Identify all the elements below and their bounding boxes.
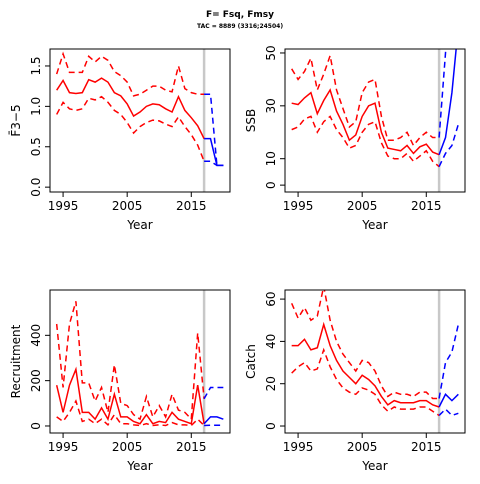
y-axis-label: Catch	[244, 344, 258, 379]
y-tick-label: 0	[29, 422, 43, 430]
y-tick-label: 20	[264, 376, 278, 391]
y-tick-label: 40	[264, 334, 278, 349]
y-tick-label: 400	[29, 324, 43, 347]
y-tick-label: 200	[29, 369, 43, 392]
y-tick-label: 0.5	[29, 137, 43, 156]
y-axis-label: F̄3−5	[9, 104, 23, 136]
x-tick-label: 1995	[283, 199, 314, 213]
x-tick-label: 2015	[411, 199, 442, 213]
y-axis-label: SSB	[244, 109, 258, 132]
x-tick-label: 1995	[48, 199, 79, 213]
y-tick-label: 0	[264, 422, 278, 430]
x-tick-label: 2015	[411, 440, 442, 454]
x-tick-label: 2005	[347, 199, 378, 213]
y-axis-label: Recruitment	[9, 324, 23, 398]
y-tick-label: 30	[264, 98, 278, 113]
x-axis-label: Year	[361, 218, 387, 232]
x-tick-label: 1995	[283, 440, 314, 454]
figure-title: F= Fsq, Fmsy	[206, 10, 274, 20]
x-tick-label: 2005	[347, 440, 378, 454]
y-tick-label: 1.5	[29, 56, 43, 75]
y-tick-label: 0.0	[29, 178, 43, 197]
x-tick-label: 1995	[48, 440, 79, 454]
x-tick-label: 2005	[112, 199, 143, 213]
x-tick-label: 2005	[112, 440, 143, 454]
y-tick-label: 1.0	[29, 97, 43, 116]
x-tick-label: 2015	[176, 440, 207, 454]
x-axis-label: Year	[126, 459, 152, 473]
x-tick-label: 2015	[176, 199, 207, 213]
figure-subtitle: TAC = 8889 (3316;24504)	[197, 23, 283, 30]
x-axis-label: Year	[126, 218, 152, 232]
y-tick-label: 60	[264, 291, 278, 306]
y-tick-label: 10	[264, 151, 278, 166]
y-tick-label: 0	[264, 181, 278, 189]
y-tick-label: 50	[264, 45, 278, 60]
x-axis-label: Year	[361, 459, 387, 473]
